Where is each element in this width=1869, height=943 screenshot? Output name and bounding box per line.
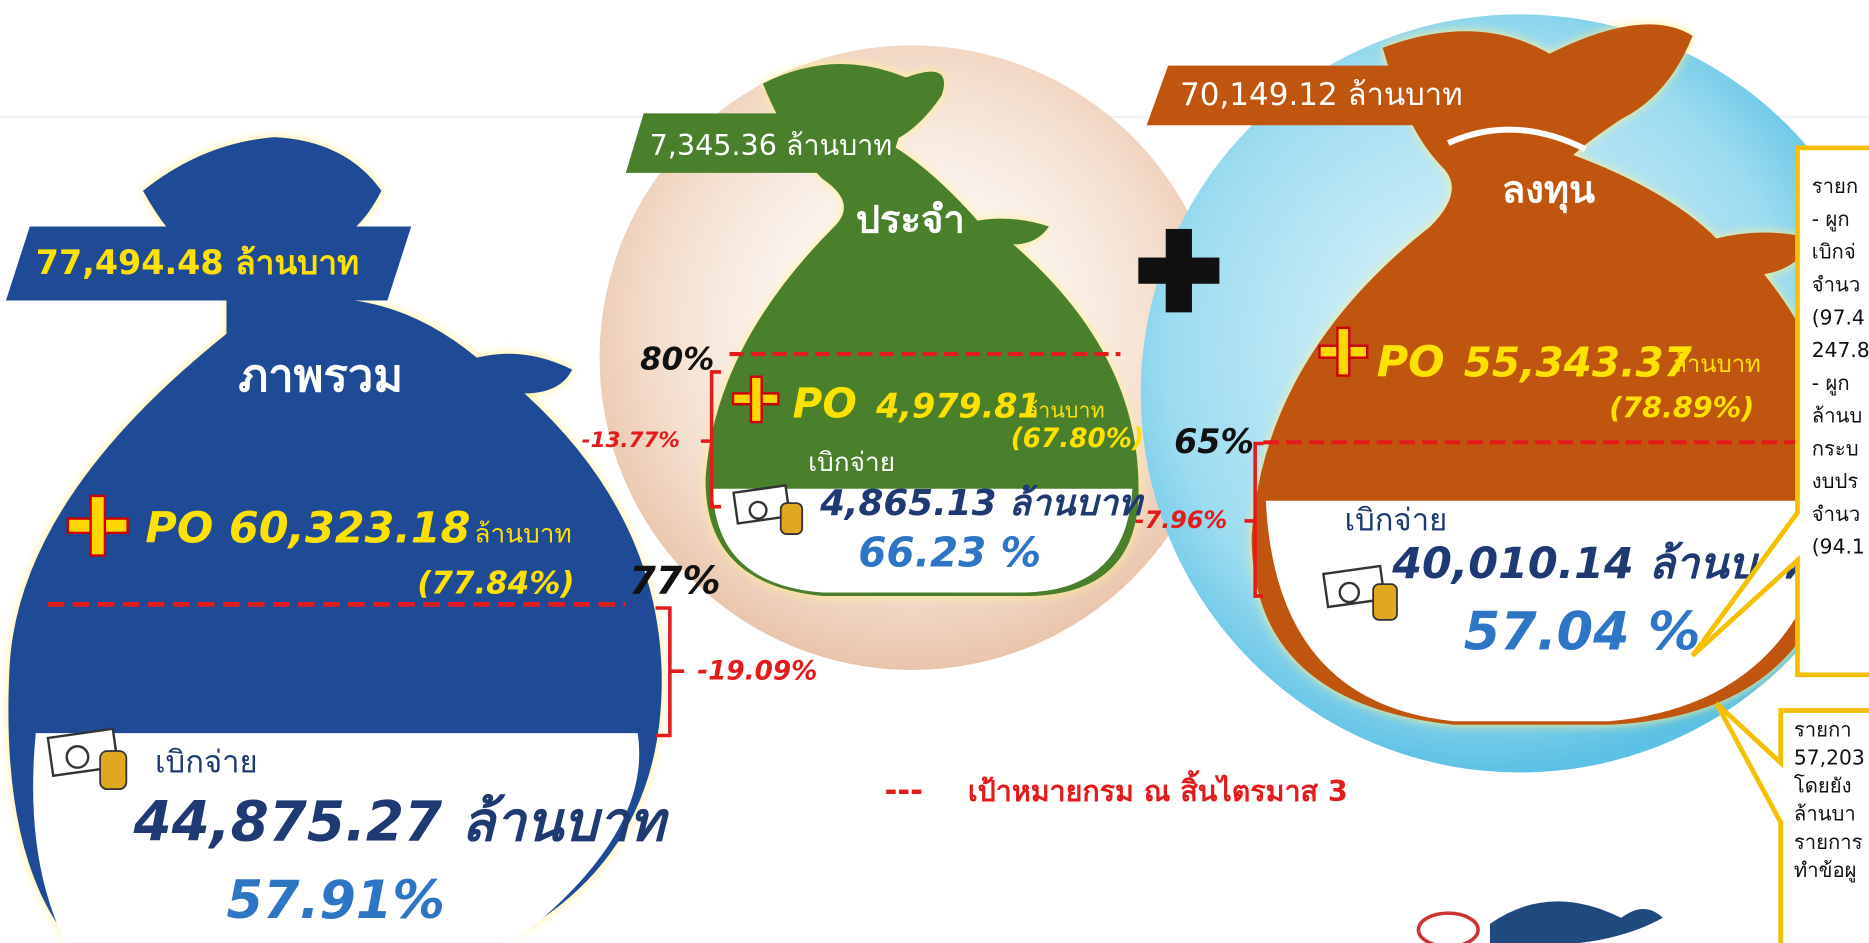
callout-line: ทำข้อผู [1794, 858, 1857, 883]
budget: 70,149.12 ล้านบาท [1180, 77, 1463, 113]
infographic: 77,494.48 ล้านบาท ภาพรวม PO 60,323.18 ล้… [0, 0, 1869, 943]
callout-line: รายกา [1794, 718, 1852, 742]
disbursed: 4,865.13 ล้านบาท [819, 483, 1145, 524]
gap: -13.77% [582, 428, 680, 453]
bag-label: ลงทุน [1502, 168, 1595, 214]
budget: 7,345.36 ล้านบาท [650, 128, 893, 162]
po-amount: 4,979.81 [875, 386, 1041, 425]
callout-line: 247.8 [1812, 338, 1869, 362]
disbursed-label: เบิกจ่าย [1345, 503, 1448, 539]
disbursed-percent: 57.91% [226, 870, 444, 931]
po-prefix: PO [1377, 338, 1445, 388]
po-percent: (78.89%) [1609, 390, 1754, 424]
callout-line: รายก [1812, 174, 1858, 198]
po-percent: (77.84%) [417, 566, 574, 602]
bag-label: ประจำ [856, 198, 965, 242]
gap: -7.96% [1135, 506, 1228, 534]
po-prefix: PO [793, 379, 857, 427]
disbursed: 44,875.27 ล้านบาท [133, 789, 670, 853]
callout-line: 57,203 [1794, 746, 1865, 770]
po-percent: (67.80%) [1011, 424, 1144, 454]
callout-line: โดยยัง [1794, 774, 1852, 798]
legend-text: เป้าหมายกรม ณ สิ้นไตรมาส 3 [968, 770, 1348, 808]
target: 80% [640, 342, 714, 378]
po-amount: 55,343.37 [1464, 339, 1693, 387]
callout-line: - ผูก [1812, 371, 1850, 396]
callout-line: ล้านบ [1812, 404, 1862, 428]
gap: -19.09% [697, 656, 817, 686]
legend-dash: --- [884, 773, 923, 809]
disbursed-percent: 57.04 % [1464, 602, 1701, 663]
callout-line: (97.4 [1812, 305, 1865, 329]
bag-label: ภาพรวม [238, 349, 403, 402]
callout-line: เบิกจ่ [1812, 240, 1856, 264]
callout-line: รายการ [1794, 830, 1863, 854]
target: 77% [629, 559, 720, 603]
callout-line: จำนว [1812, 502, 1860, 526]
po-unit: ล้านบาท [474, 519, 571, 549]
disbursed-label: เบิกจ่าย [808, 448, 895, 478]
callout-line: กระบ [1812, 436, 1859, 460]
callout-line: ล้านบา [1794, 802, 1856, 826]
callout-line: จำนว [1812, 273, 1860, 297]
budget: 77,494.48 ล้านบาท [36, 243, 359, 282]
po-prefix: PO [145, 503, 213, 553]
disbursed-label: เบิกจ่าย [155, 744, 258, 780]
callout-line: - ผูก [1812, 207, 1850, 232]
po-amount: 60,323.18 [229, 503, 471, 553]
logo [1418, 901, 1662, 943]
disbursed-percent: 66.23 % [858, 528, 1041, 576]
target: 65% [1174, 422, 1254, 461]
po-unit: ล้านบาท [1672, 350, 1760, 378]
po-unit: ล้านบาท [1025, 398, 1105, 423]
callout-line: (94.1 [1812, 535, 1865, 559]
callout-line: งบปร [1812, 469, 1859, 493]
